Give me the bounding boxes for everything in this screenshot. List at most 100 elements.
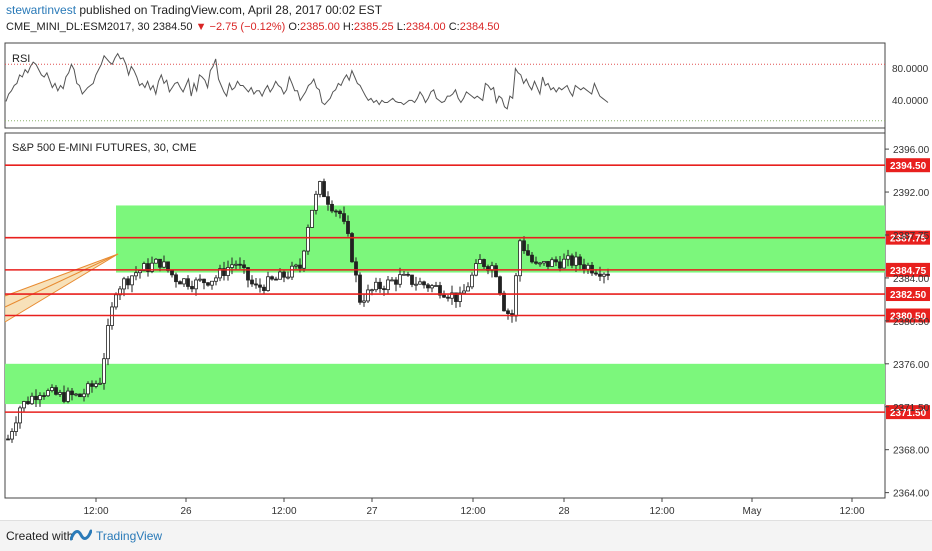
candle (134, 266, 138, 281)
price-change: −2.75 (−0.12%) (209, 21, 286, 33)
price-axis: 2364.00 2368.00 2371.50 2376.00 2380.50 2384.… (885, 145, 930, 500)
candle (326, 191, 330, 211)
candle (218, 264, 222, 282)
tradingview-brand-link[interactable]: TradingView (96, 529, 163, 543)
candle-body (602, 273, 606, 277)
candle-body (6, 438, 10, 441)
candle (70, 388, 74, 401)
price-panel-title: S&P 500 E-MINI FUTURES, 30, CME (12, 142, 196, 154)
candle (570, 253, 574, 269)
candle-body (378, 281, 382, 290)
candle (194, 277, 198, 296)
candle-body (554, 259, 558, 263)
candle-body (290, 265, 294, 278)
candle-body (270, 276, 274, 280)
candle (222, 261, 226, 281)
candle (422, 280, 426, 289)
candle (530, 252, 534, 264)
horizontal-levels[interactable]: 2394.50 2387.75 2384.75 2382.50 2380.50 2371.… (5, 158, 930, 420)
author-link[interactable]: stewartinvest (6, 3, 77, 17)
low-label: L: (396, 21, 406, 33)
candle (466, 282, 470, 292)
candle (146, 258, 150, 277)
candle-body (318, 181, 322, 195)
candle-body (310, 209, 314, 228)
candle-body (418, 281, 422, 285)
zone-1 (5, 363, 885, 405)
y-tick-label: 2371.50 (893, 403, 930, 414)
candle (578, 254, 582, 271)
candle-body (382, 288, 386, 291)
candle (346, 215, 350, 237)
y-tick-label: 2387.75 (893, 231, 930, 242)
candle-body (458, 292, 462, 302)
level-tag-label-3: 2382.50 (890, 290, 927, 301)
candle (558, 255, 562, 272)
candle (254, 278, 258, 289)
candle (566, 249, 570, 267)
candle-body (298, 264, 302, 269)
candle (174, 272, 178, 288)
candle-body (158, 258, 162, 268)
candle (182, 278, 186, 287)
candle-body (442, 294, 446, 298)
candle (522, 236, 526, 254)
rsi-tick-80: 80.0000 (892, 64, 929, 75)
candle (286, 271, 290, 280)
candle-body (138, 270, 142, 274)
candle-body (542, 261, 546, 264)
candle-body (294, 264, 298, 267)
candle-body (514, 275, 518, 317)
candle (66, 387, 70, 404)
candle-body (46, 390, 50, 397)
tradingview-logo-icon[interactable] (70, 527, 92, 543)
candle (402, 270, 406, 276)
candle-body (438, 285, 442, 296)
level-tag-3 (886, 287, 930, 302)
candle-body (142, 263, 146, 272)
candle-body (586, 264, 590, 270)
y-tick-label: 2396.00 (893, 145, 930, 156)
candle (406, 271, 410, 277)
candle-body (50, 387, 54, 391)
candle (362, 294, 366, 307)
candle-body (518, 240, 522, 277)
candle (26, 396, 30, 405)
x-tick-label: 12:00 (649, 506, 674, 517)
candle-body (410, 274, 414, 285)
x-tick-label: 12:00 (839, 506, 864, 517)
candle-body (130, 275, 134, 286)
x-tick-label: 26 (180, 506, 192, 517)
candle (90, 380, 94, 393)
rsi-label: RSI (12, 53, 30, 65)
candle-body (338, 210, 342, 215)
candle (22, 400, 26, 412)
candle-body (114, 294, 118, 308)
candle (262, 284, 266, 295)
candle (314, 190, 318, 215)
candle-body (30, 395, 34, 405)
candle (550, 257, 554, 267)
candle (430, 284, 434, 293)
close-value: 2384.50 (459, 21, 500, 33)
candle (118, 285, 122, 300)
last-price: 2384.50 (152, 21, 193, 33)
candle (186, 275, 190, 290)
fib-fan-drawing[interactable] (4, 253, 119, 323)
candle (426, 283, 430, 292)
candle-body (174, 274, 178, 283)
candle-body (370, 289, 374, 292)
candle (310, 209, 314, 228)
candle-body (462, 290, 466, 294)
candle-body (506, 310, 510, 314)
candle-body (54, 387, 58, 395)
candle-body (342, 213, 346, 222)
high-label: H: (342, 21, 354, 33)
candle (102, 352, 106, 390)
candle (126, 276, 130, 290)
candle (282, 270, 286, 283)
candle (434, 281, 438, 287)
candle-body (14, 422, 18, 432)
candle-body (538, 262, 542, 265)
candle-body (66, 390, 70, 402)
